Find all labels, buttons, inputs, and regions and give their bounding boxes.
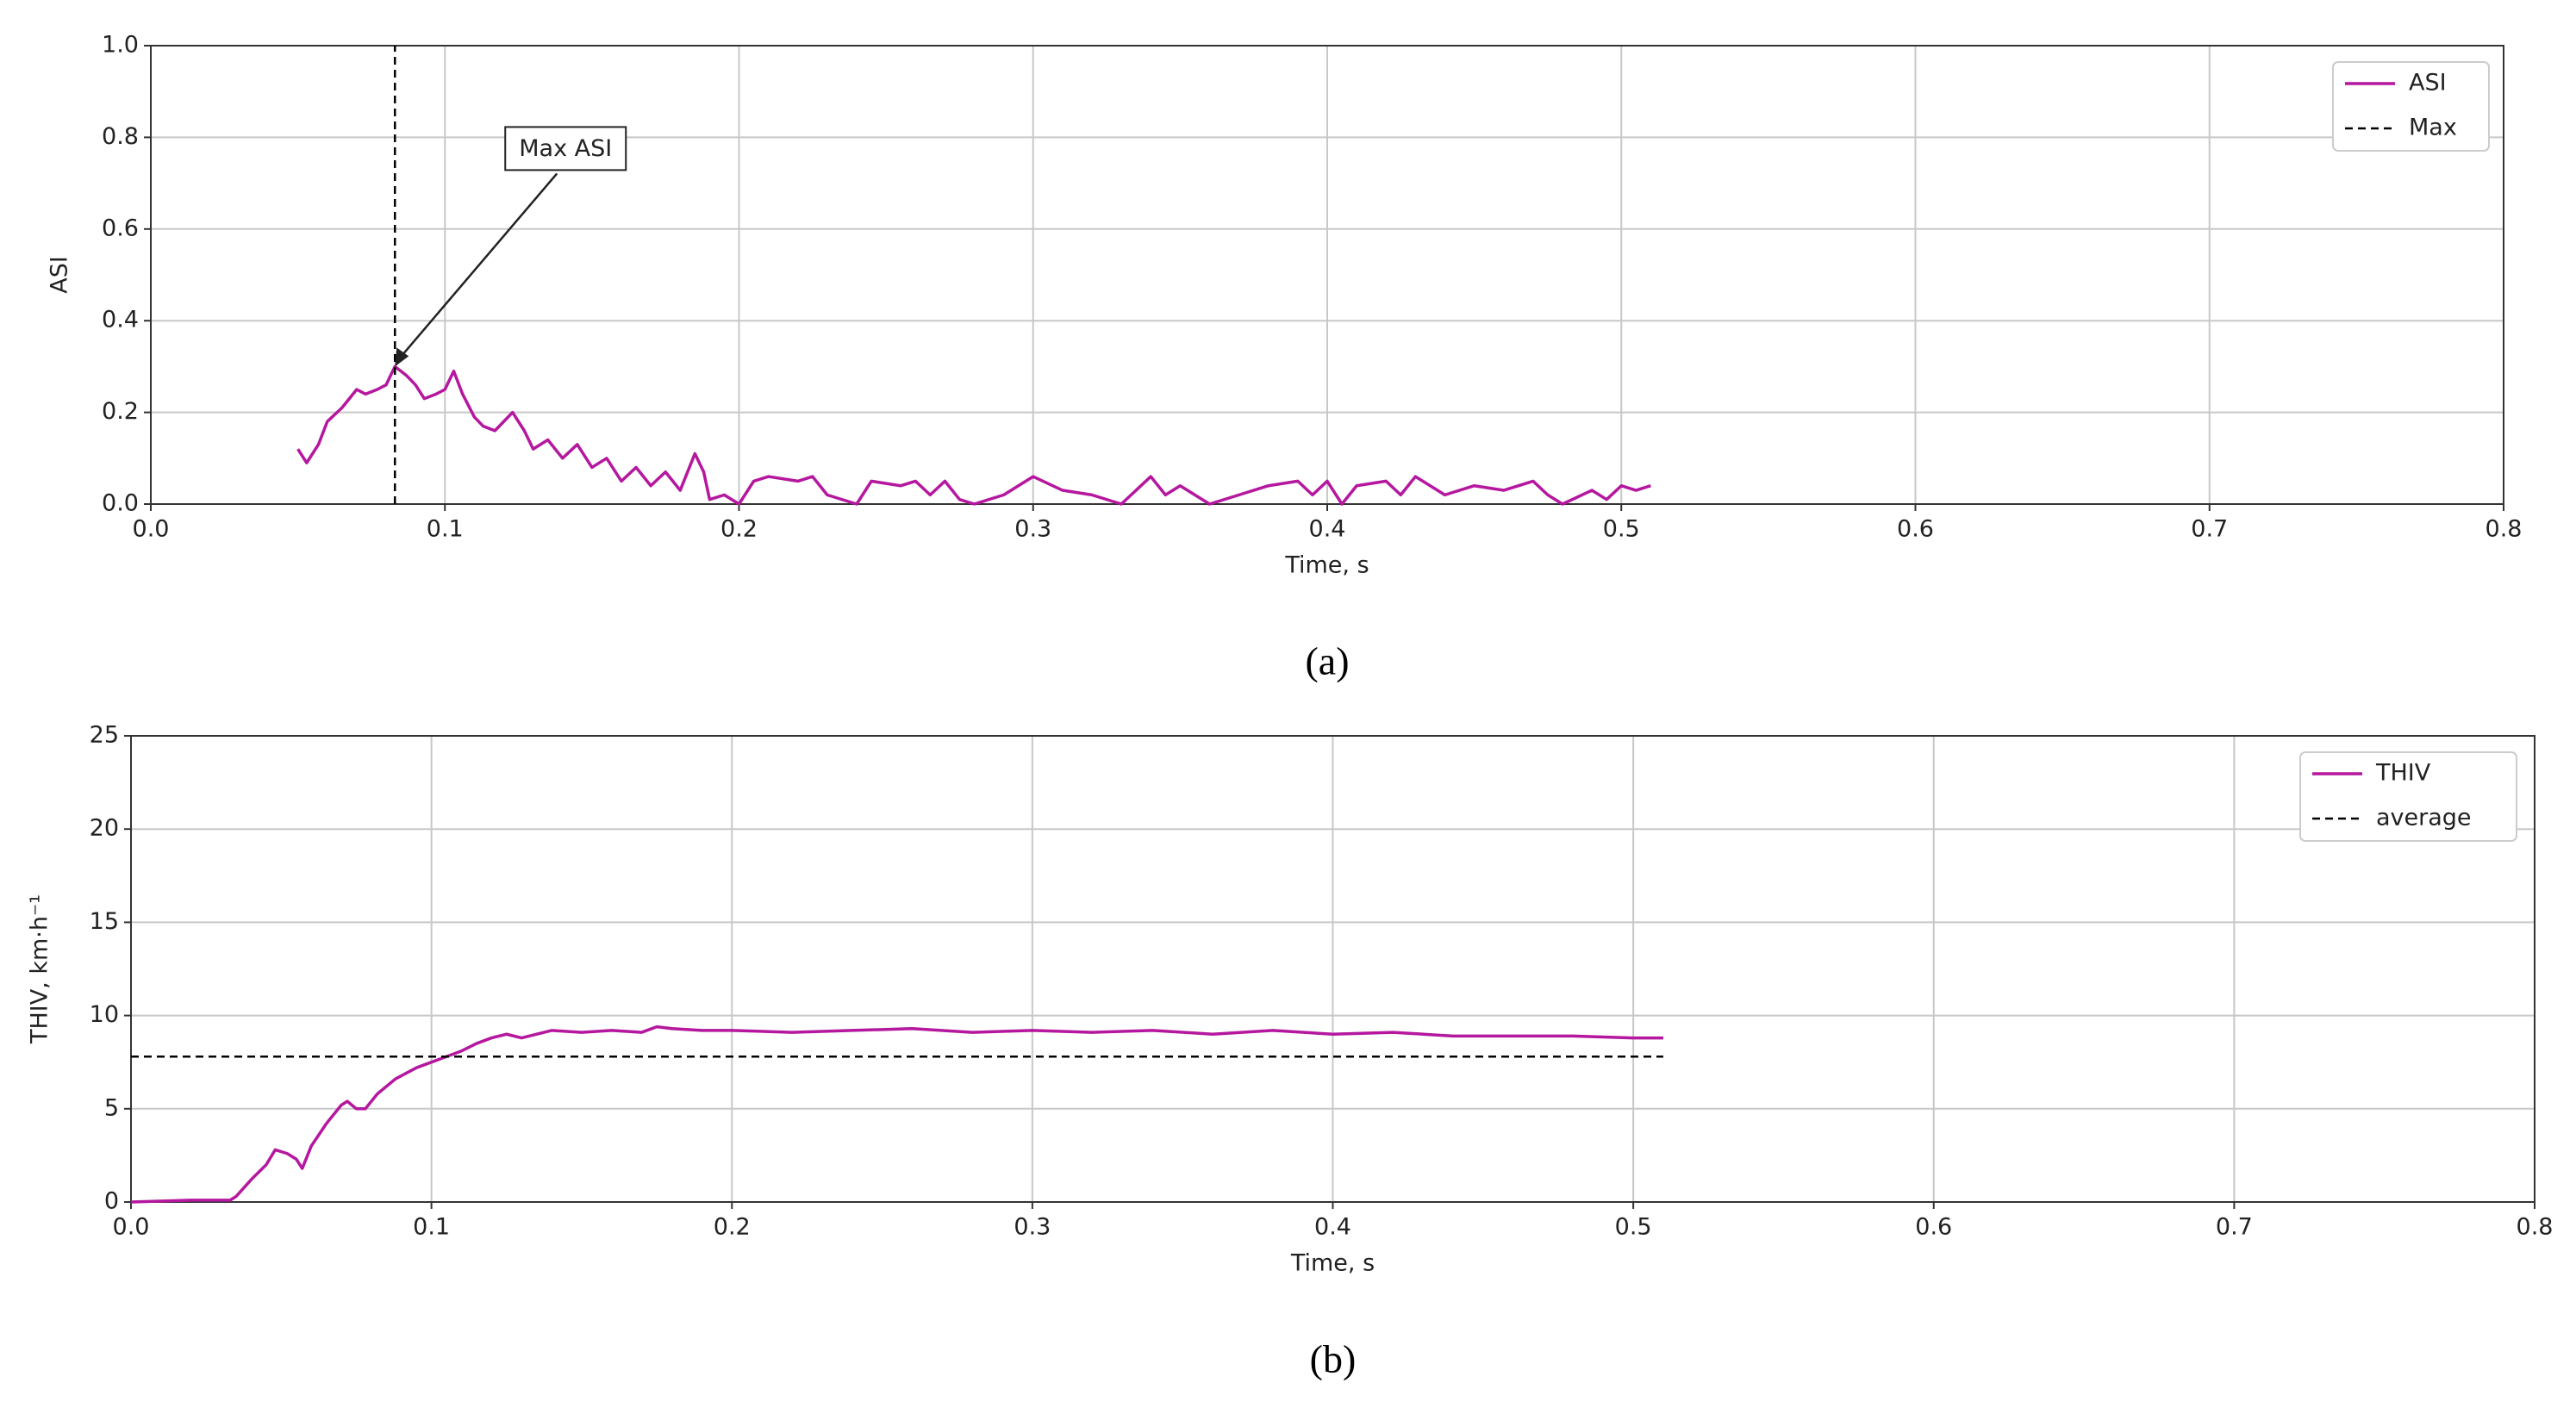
x-tick-label: 0.0 — [113, 1214, 150, 1241]
legend-label: THIV — [2375, 760, 2431, 787]
x-axis-label: Time, s — [1284, 552, 1369, 579]
x-axis-label: Time, s — [1290, 1250, 1375, 1277]
x-tick-label: 0.3 — [1014, 516, 1051, 543]
plot-frame — [130, 735, 2535, 1203]
y-tick-label: 25 — [90, 722, 119, 749]
legend-label: Max — [2409, 115, 2457, 141]
annotation-arrow — [397, 172, 558, 361]
legend-label: ASI — [2409, 70, 2447, 97]
caption: (b) — [1310, 1337, 1357, 1381]
x-tick-label: 0.4 — [1314, 1214, 1351, 1241]
y-tick-label: 1.0 — [102, 32, 139, 59]
caption: (a) — [1305, 639, 1349, 683]
x-tick-label: 0.5 — [1615, 1214, 1652, 1241]
x-tick-label: 0.4 — [1309, 516, 1346, 543]
y-tick-label: 10 — [90, 1001, 119, 1028]
y-tick-label: 15 — [90, 908, 119, 935]
chart: 0.0 0.1 0.2 0.3 0.4 0.5 0.6 0.7 0.8 0.0 0.2 0.4 0.6 0… — [47, 32, 2523, 683]
x-tick-label: 0.5 — [1603, 516, 1640, 543]
y-tick-label: 0.0 — [102, 490, 139, 517]
arrow-head — [395, 347, 409, 367]
y-axis-label: THIV, km·h⁻¹ — [27, 894, 53, 1044]
series-line — [130, 1025, 1663, 1204]
annotation-box — [504, 126, 627, 171]
y-axis-label: ASI — [47, 256, 73, 294]
y-tick-label: 0 — [104, 1188, 119, 1215]
chart: 0.0 0.1 0.2 0.3 0.4 0.5 0.6 0.7 0.8 0 5 10 15 20 25 Tim… — [27, 722, 2554, 1381]
x-tick-label: 0.8 — [2486, 516, 2523, 543]
x-tick-label: 0.6 — [1915, 1214, 1952, 1241]
x-tick-label: 0.7 — [2216, 1214, 2253, 1241]
x-tick-label: 0.7 — [2191, 516, 2228, 543]
y-tick-label: 0.4 — [102, 307, 139, 333]
plot-frame — [150, 45, 2504, 505]
y-tick-label: 5 — [104, 1094, 119, 1121]
legend-label: average — [2376, 805, 2472, 831]
x-tick-label: 0.8 — [2517, 1214, 2554, 1241]
x-tick-label: 0.0 — [133, 516, 170, 543]
x-tick-label: 0.2 — [720, 516, 758, 543]
y-tick-label: 20 — [90, 815, 119, 842]
y-tick-label: 0.2 — [102, 398, 139, 425]
x-tick-label: 0.1 — [427, 516, 464, 543]
y-tick-label: 0.6 — [102, 215, 139, 241]
x-tick-label: 0.1 — [413, 1214, 450, 1241]
x-tick-label: 0.2 — [714, 1214, 751, 1241]
annotation-text: Max ASI — [519, 135, 612, 162]
x-tick-label: 0.6 — [1897, 516, 1934, 543]
x-tick-label: 0.3 — [1014, 1214, 1051, 1241]
y-tick-label: 0.8 — [102, 123, 139, 150]
series-line — [296, 364, 1651, 506]
